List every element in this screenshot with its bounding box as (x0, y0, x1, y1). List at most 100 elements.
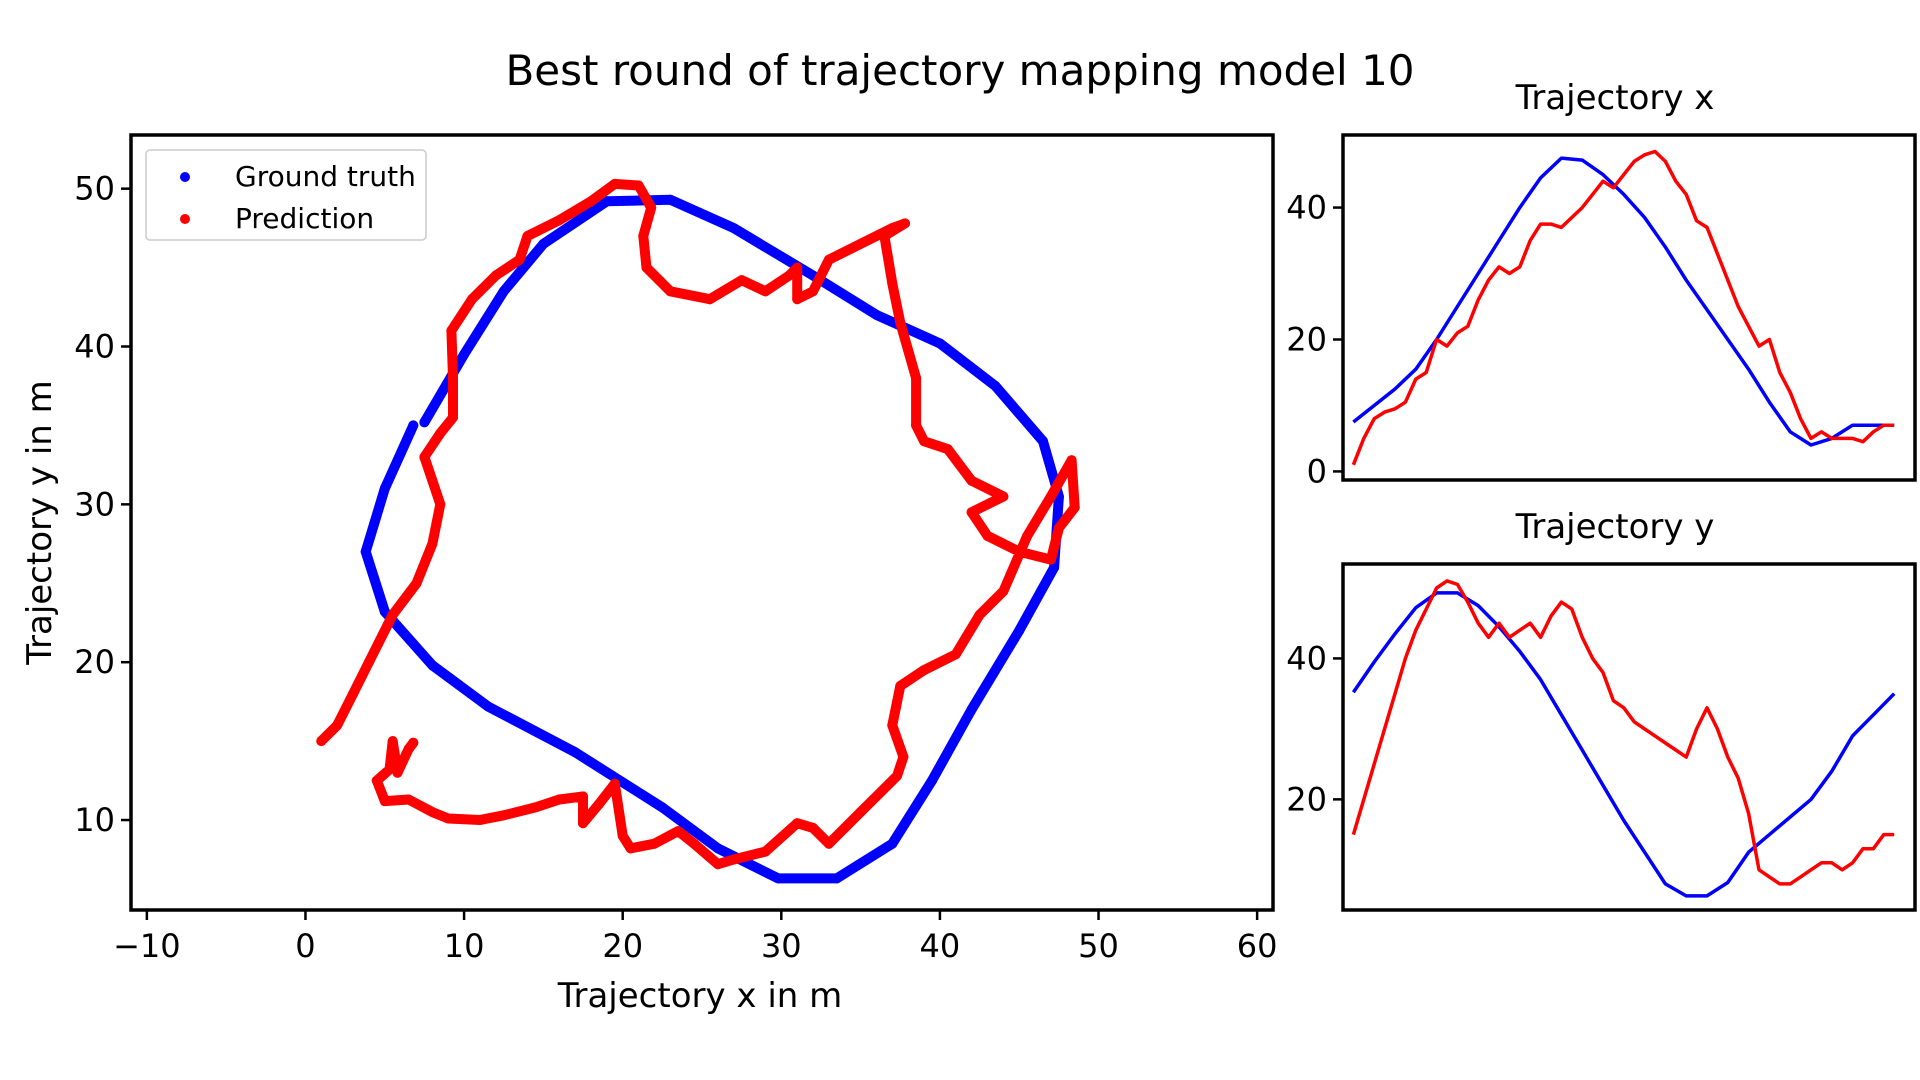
prediction-point (522, 231, 533, 241)
ground-truth-point (360, 546, 371, 557)
ground-truth-point (1049, 562, 1060, 573)
prediction-point (1022, 530, 1033, 541)
panel-title: Trajectory x (1515, 78, 1715, 118)
prediction-point (1069, 502, 1080, 513)
ground-truth-line (1351, 591, 1896, 898)
prediction-trace (316, 178, 1080, 870)
prediction-point (419, 452, 430, 462)
x-tick-label: 20 (602, 927, 643, 965)
prediction-point (649, 838, 660, 849)
prediction-point (435, 499, 446, 510)
prediction-point (554, 215, 565, 226)
prediction-point (1045, 491, 1056, 502)
prediction-point (387, 609, 398, 620)
prediction-point (966, 475, 977, 486)
trajectory-y-panel: 20 40 Trajectory y (1286, 507, 1917, 912)
trajectory-x-panel: 0 20 40 Trajectory x (1286, 78, 1917, 490)
axes-frame (1341, 133, 1917, 482)
prediction-point (887, 223, 898, 234)
prediction-point (1053, 523, 1064, 533)
plot-area (1351, 579, 1896, 898)
prediction-point (371, 775, 382, 786)
axes-frame (1341, 562, 1917, 912)
prediction-point (855, 238, 866, 249)
prediction-point (823, 838, 834, 849)
y-tick-label: 30 (74, 485, 115, 523)
prediction-point (446, 325, 457, 336)
ground-truth-point (831, 873, 842, 884)
ground-truth-point (1038, 436, 1048, 447)
figure-title: Best round of trajectory mapping model 1… (505, 46, 1415, 95)
prediction-point (728, 854, 739, 865)
legend-marker-prediction (180, 214, 190, 224)
ground-truth-point (1014, 625, 1025, 636)
ground-truth-point (657, 802, 668, 813)
y-tick-label: 20 (74, 643, 115, 681)
prediction-point (641, 262, 652, 273)
ground-truth-point (728, 223, 739, 234)
prediction-point (316, 736, 327, 747)
ground-truth-point (408, 420, 419, 431)
ground-truth-point (601, 196, 612, 207)
legend-label: Ground truth (235, 160, 416, 193)
prediction-point (895, 317, 906, 328)
prediction-point (633, 180, 644, 191)
ground-truth-point (887, 838, 898, 849)
prediction-point (467, 294, 477, 305)
prediction-point (474, 815, 485, 825)
ground-truth-point (379, 606, 390, 617)
ground-truth-point (934, 338, 945, 349)
ground-truth-point (482, 701, 493, 712)
prediction-point (942, 444, 953, 455)
prediction-point (900, 218, 910, 229)
prediction-point (387, 736, 398, 747)
prediction-point (823, 254, 834, 265)
prediction-point (443, 813, 454, 824)
ground-truth-point (459, 349, 470, 360)
prediction-point (1045, 554, 1056, 565)
y-tick-label: 40 (1286, 639, 1327, 677)
ground-truth-point (379, 483, 390, 494)
x-tick-label: 30 (761, 927, 802, 965)
prediction-point (887, 720, 898, 731)
prediction-point (855, 807, 866, 818)
x-tick-label: 60 (1237, 927, 1278, 965)
prediction-point (760, 846, 771, 857)
prediction-point (808, 822, 818, 833)
prediction-point (974, 609, 985, 620)
prediction-point (392, 767, 403, 778)
ground-truth-point (773, 873, 784, 884)
prediction-point (427, 538, 438, 549)
prediction-point (332, 720, 343, 731)
prediction-point (348, 688, 359, 699)
prediction-point (808, 286, 818, 297)
prediction-point (879, 231, 890, 241)
prediction-point (736, 275, 747, 286)
prediction-point (792, 262, 803, 273)
prediction-point (911, 373, 922, 384)
x-tick-label: 50 (1078, 927, 1119, 965)
ground-truth-point (966, 704, 977, 715)
y-tick-label: 50 (74, 170, 115, 208)
prediction-point (792, 818, 803, 829)
plot-area (1351, 149, 1895, 466)
legend-box (145, 149, 427, 241)
prediction-point (673, 826, 684, 837)
x-tick-label: 0 (295, 927, 315, 965)
x-tick-label: −10 (113, 927, 181, 965)
prediction-point (578, 791, 588, 802)
prediction-point (879, 783, 890, 794)
ground-truth-point (427, 660, 438, 671)
prediction-point (586, 196, 596, 207)
prediction-point (530, 802, 541, 813)
prediction-point (689, 838, 700, 849)
prediction-point (998, 586, 1009, 597)
prediction-point (427, 807, 438, 818)
ground-truth-point (871, 309, 882, 320)
prediction-point (839, 822, 850, 833)
prediction-point (363, 657, 374, 668)
legend-marker-ground-truth (180, 172, 190, 182)
prediction-point (998, 491, 1009, 502)
ground-truth-point (927, 775, 937, 786)
